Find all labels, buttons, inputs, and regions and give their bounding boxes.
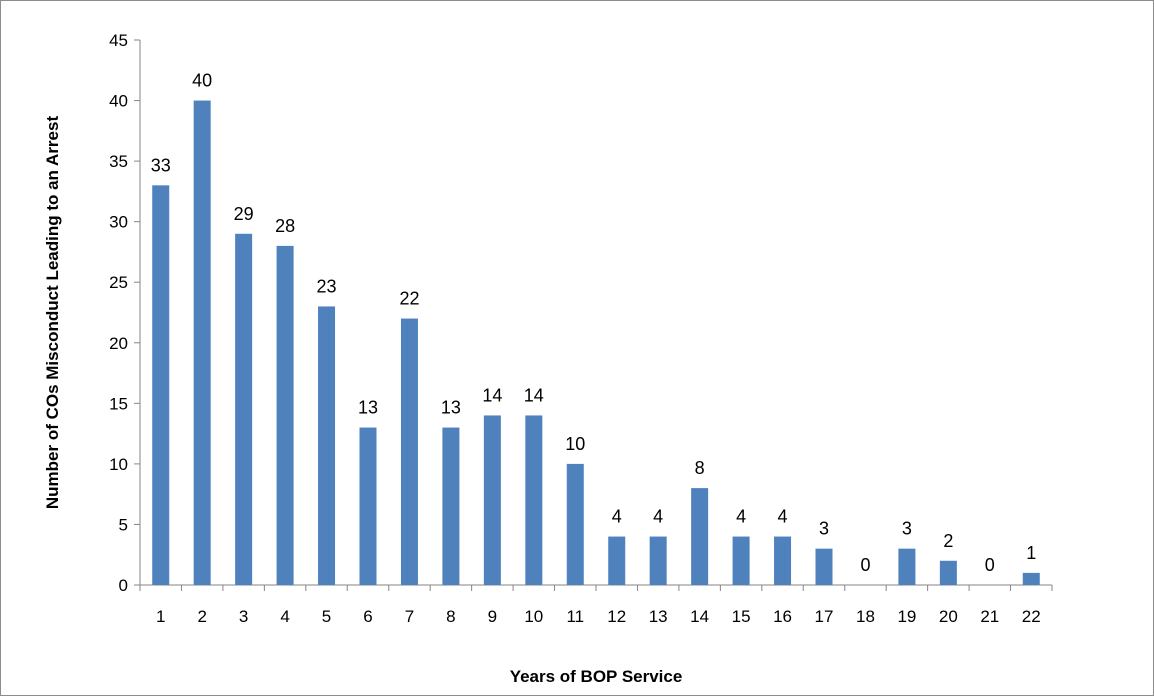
y-axis: 0 5 10 15 20 25 30 35 40 45 xyxy=(109,31,141,595)
bar xyxy=(483,415,501,585)
x-tick-label: 17 xyxy=(815,607,834,626)
bar xyxy=(525,415,543,585)
data-label: 40 xyxy=(192,71,212,91)
x-tick-label: 9 xyxy=(488,607,497,626)
bar xyxy=(732,536,750,585)
y-tick-label: 45 xyxy=(109,31,128,50)
bar xyxy=(152,185,170,586)
x-tick-label: 22 xyxy=(1022,607,1041,626)
x-tick-label: 4 xyxy=(280,607,289,626)
data-label: 1 xyxy=(1026,543,1036,563)
bar xyxy=(939,560,957,585)
data-label: 4 xyxy=(612,507,622,527)
data-label: 3 xyxy=(819,519,829,539)
data-label: 4 xyxy=(653,507,663,527)
data-label: 0 xyxy=(860,555,870,575)
y-tick-label: 15 xyxy=(109,394,128,413)
y-tick-label: 30 xyxy=(109,213,128,232)
bar xyxy=(815,548,833,585)
x-axis: 1 2 3 4 5 6 7 8 9 10 11 12 13 14 15 16 17 18 19 20 21 22 xyxy=(139,584,1053,626)
bar xyxy=(608,536,626,585)
x-tick-label: 1 xyxy=(156,607,165,626)
y-tick-label: 40 xyxy=(109,92,128,111)
x-tick-label: 18 xyxy=(856,607,875,626)
y-tick-label: 20 xyxy=(109,334,128,353)
bar xyxy=(566,463,584,585)
y-axis-title: Number of COs Misconduct Leading to an A… xyxy=(43,116,62,510)
data-label: 29 xyxy=(234,204,254,224)
data-label: 33 xyxy=(151,155,171,175)
x-tick-label: 10 xyxy=(524,607,543,626)
x-tick-label: 20 xyxy=(939,607,958,626)
data-label: 2 xyxy=(943,531,953,551)
data-label: 23 xyxy=(317,276,337,296)
bar xyxy=(649,536,667,585)
x-tick-label: 14 xyxy=(690,607,709,626)
y-tick-label: 5 xyxy=(119,515,128,534)
x-tick-label: 19 xyxy=(897,607,916,626)
bar xyxy=(193,100,211,586)
x-tick-label: 16 xyxy=(773,607,792,626)
y-tick-label: 10 xyxy=(109,455,128,474)
x-tick-label: 5 xyxy=(322,607,331,626)
data-label: 13 xyxy=(441,398,461,418)
data-label: 14 xyxy=(524,385,544,405)
bar xyxy=(774,536,792,585)
bar xyxy=(318,306,336,585)
data-label: 10 xyxy=(565,434,585,454)
bar xyxy=(1022,572,1040,585)
bar xyxy=(691,488,709,585)
x-tick-label: 11 xyxy=(566,607,584,626)
data-labels: 33 40 29 28 23 13 22 13 14 14 10 4 4 8 4 4 3 0 3 2 0 1 xyxy=(151,71,1037,575)
x-tick-label: 3 xyxy=(239,607,248,626)
bar xyxy=(276,245,294,585)
data-label: 3 xyxy=(902,519,912,539)
bar xyxy=(898,548,916,585)
data-label: 8 xyxy=(695,458,705,478)
bar xyxy=(235,233,253,585)
data-label: 14 xyxy=(482,385,502,405)
data-label: 0 xyxy=(985,555,995,575)
bars xyxy=(152,100,1040,586)
bar xyxy=(359,427,377,585)
x-tick-label: 12 xyxy=(607,607,626,626)
y-tick-label: 35 xyxy=(109,152,128,171)
x-axis-title: Years of BOP Service xyxy=(510,667,683,686)
data-label: 4 xyxy=(736,507,746,527)
x-tick-label: 8 xyxy=(446,607,455,626)
y-tick-label: 0 xyxy=(119,576,128,595)
y-tick-label: 25 xyxy=(109,273,128,292)
data-label: 22 xyxy=(399,289,419,309)
x-tick-label: 13 xyxy=(649,607,668,626)
data-label: 4 xyxy=(778,507,788,527)
data-label: 28 xyxy=(275,216,295,236)
x-tick-label: 7 xyxy=(405,607,414,626)
x-tick-label: 6 xyxy=(363,607,372,626)
data-label: 13 xyxy=(358,398,378,418)
bar xyxy=(442,427,460,585)
x-tick-label: 2 xyxy=(197,607,206,626)
bar xyxy=(400,318,418,585)
x-tick-label: 21 xyxy=(980,607,999,626)
x-tick-label: 15 xyxy=(732,607,751,626)
